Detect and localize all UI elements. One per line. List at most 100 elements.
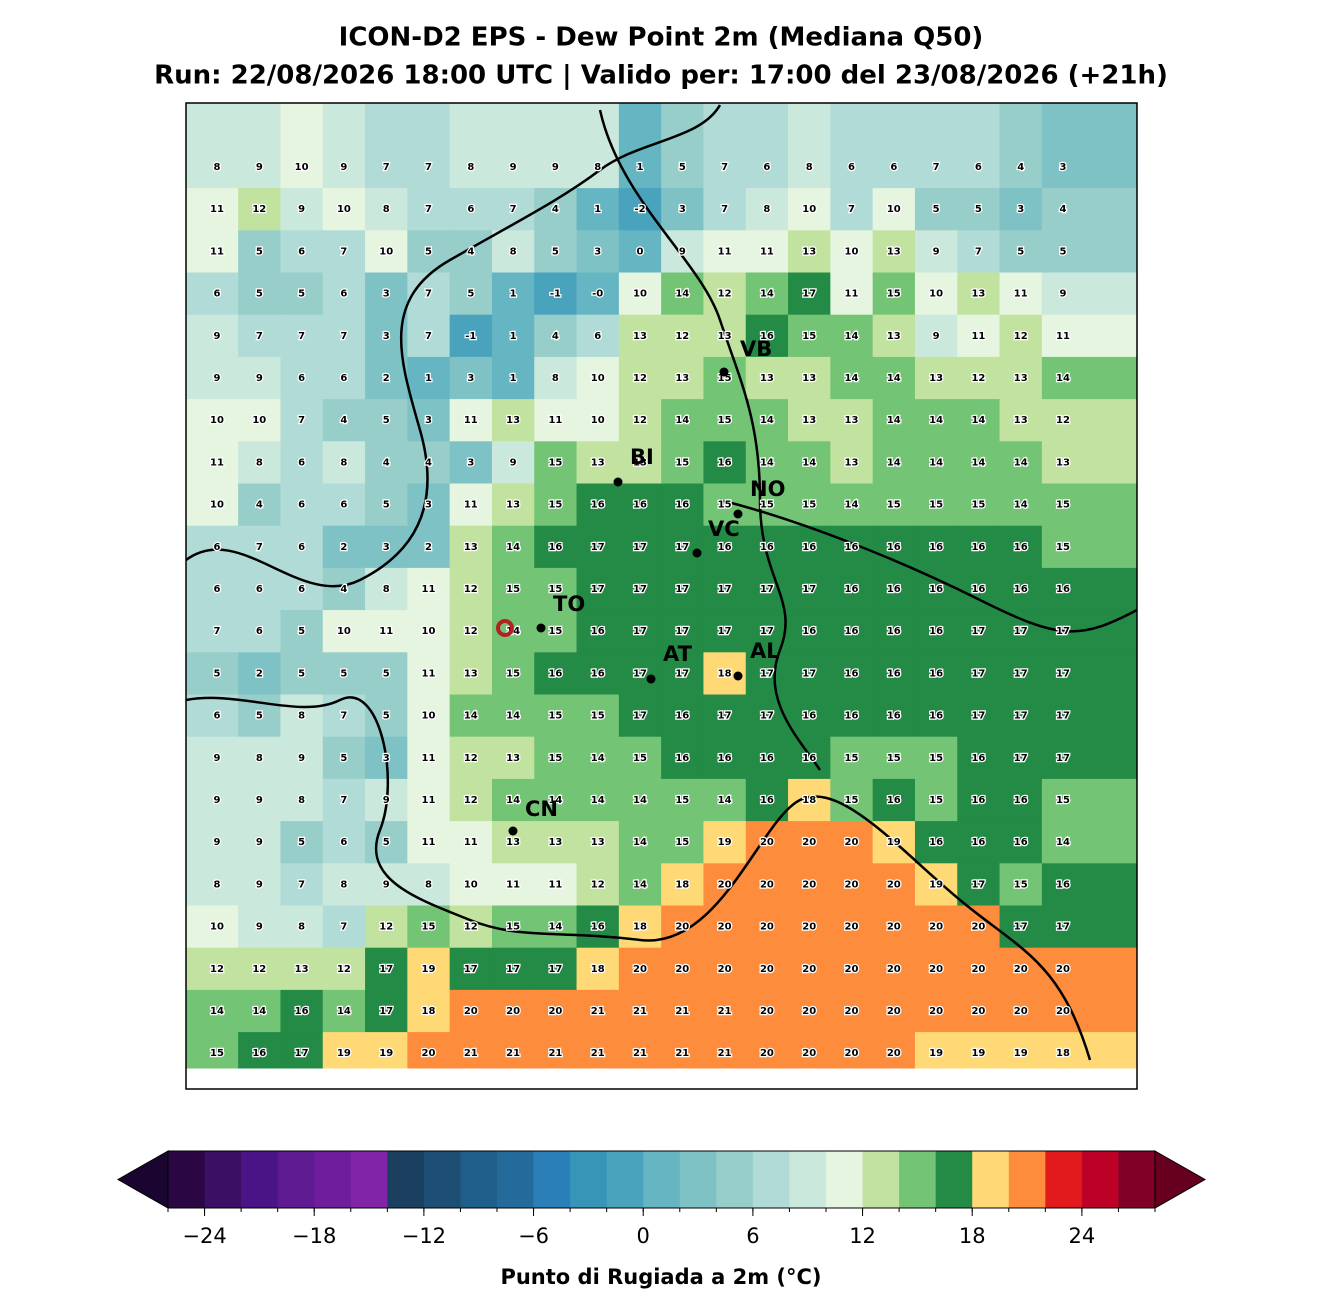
- grid-value: 7: [425, 289, 432, 300]
- field-cell: [999, 483, 1043, 527]
- grid-value: 8: [340, 457, 347, 468]
- grid-value: 20: [548, 1006, 562, 1017]
- grid-value: 10: [845, 246, 859, 257]
- grid-value: 16: [718, 542, 732, 553]
- grid-value: 15: [210, 1048, 224, 1059]
- field-cell: [238, 989, 281, 1033]
- field-cell: [999, 399, 1043, 442]
- colorbar-segment: [533, 1151, 571, 1208]
- field-cell: [914, 905, 958, 949]
- grid-value: 12: [971, 373, 985, 384]
- field-cell: [280, 230, 324, 273]
- field-cell: [745, 103, 789, 189]
- field-cell: [407, 103, 451, 189]
- field-cell: [618, 947, 662, 991]
- field-cell: [999, 103, 1043, 189]
- field-cell: [872, 272, 916, 316]
- field-cell: [449, 188, 493, 231]
- grid-value: 17: [971, 711, 985, 722]
- colorbar-segment: [423, 1151, 461, 1208]
- grid-value: 6: [298, 373, 305, 384]
- field-cell: [788, 821, 831, 864]
- field-cell: [407, 483, 451, 527]
- grid-value: 5: [975, 204, 982, 215]
- field-cell: [1041, 356, 1138, 400]
- grid-value: 19: [718, 837, 732, 848]
- grid-value: 11: [464, 415, 478, 426]
- grid-value: 14: [252, 1006, 266, 1017]
- field-cell: [999, 610, 1043, 653]
- grid-value: 12: [252, 964, 266, 975]
- grid-value: 15: [929, 795, 943, 806]
- grid-value: 16: [548, 542, 562, 553]
- field-cell: [745, 694, 789, 738]
- grid-value: 10: [337, 204, 351, 215]
- field-cell: [872, 947, 916, 991]
- grid-value: 7: [721, 204, 728, 215]
- field-cell: [957, 736, 1001, 780]
- grid-value: 9: [383, 795, 390, 806]
- grid-value: 15: [971, 500, 985, 511]
- grid-value: 17: [633, 668, 647, 679]
- grid-value: 20: [1014, 964, 1028, 975]
- field-cell: [830, 103, 874, 189]
- grid-value: 7: [975, 246, 982, 257]
- field-cell: [618, 230, 662, 273]
- grid-value: 13: [802, 373, 816, 384]
- field-cell: [576, 567, 620, 611]
- field-cell: [703, 1032, 747, 1069]
- grid-value: 13: [675, 373, 689, 384]
- field-cell: [872, 567, 916, 611]
- grid-value: 16: [1056, 584, 1070, 595]
- grid-value: 9: [256, 795, 263, 806]
- field-cell: [999, 525, 1043, 569]
- grid-value: 15: [718, 500, 732, 511]
- grid-value: 0: [637, 246, 644, 257]
- grid-value: 7: [298, 879, 305, 890]
- field-cell: [1041, 399, 1138, 442]
- field-cell: [1041, 905, 1138, 949]
- field-cell: [745, 314, 789, 358]
- grid-value: 8: [298, 795, 305, 806]
- colorbar-segment: [606, 1151, 644, 1208]
- grid-value: 14: [845, 331, 859, 342]
- field-cell: [914, 356, 958, 400]
- field-cell: [957, 778, 1001, 822]
- grid-value: 15: [760, 500, 774, 511]
- field-cell: [872, 103, 916, 189]
- grid-value: 20: [718, 964, 732, 975]
- field-cell: [280, 905, 324, 949]
- grid-value: 21: [506, 1048, 520, 1059]
- grid-value: 17: [1056, 711, 1070, 722]
- grid-value: 12: [464, 795, 478, 806]
- colorbar-tick-label: −6: [518, 1224, 549, 1248]
- grid-value: -1: [465, 331, 476, 342]
- field-cell: [745, 652, 789, 695]
- field-cell: [238, 905, 281, 949]
- grid-value: 6: [298, 542, 305, 553]
- field-cell: [322, 652, 366, 695]
- field-cell: [576, 652, 620, 695]
- field-cell: [914, 736, 958, 780]
- grid-value: 9: [298, 204, 305, 215]
- field-cell: [186, 314, 239, 358]
- grid-value: 20: [760, 1006, 774, 1017]
- field-cell: [449, 483, 493, 527]
- field-cell: [534, 736, 578, 780]
- grid-value: 11: [1014, 289, 1028, 300]
- field-cell: [449, 610, 493, 653]
- field-cell: [745, 441, 789, 484]
- grid-value: 19: [422, 964, 436, 975]
- grid-value: 9: [383, 879, 390, 890]
- grid-value: 11: [210, 457, 224, 468]
- grid-value: 6: [890, 162, 897, 173]
- field-cell: [830, 652, 874, 695]
- grid-value: 20: [760, 837, 774, 848]
- grid-value: 11: [422, 837, 436, 848]
- grid-value: 12: [633, 373, 647, 384]
- grid-value: 16: [971, 837, 985, 848]
- colorbar-segment: [241, 1151, 279, 1208]
- field-cell: [1041, 567, 1138, 611]
- field-cell: [957, 610, 1001, 653]
- field-cell: [576, 188, 620, 231]
